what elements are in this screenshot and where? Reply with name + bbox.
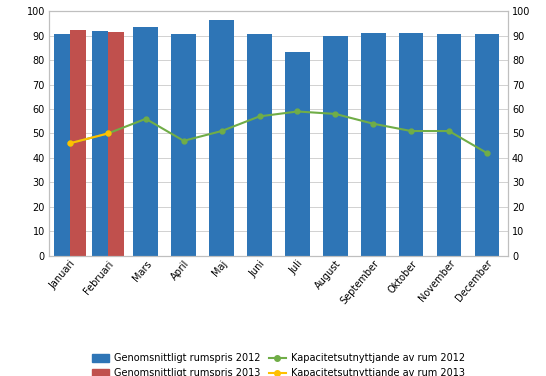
- Bar: [437, 35, 461, 256]
- Bar: [323, 36, 348, 256]
- Bar: [285, 52, 310, 256]
- Bar: [399, 33, 424, 256]
- Legend: Genomsnittligt rumspris 2012, Genomsnittligt rumspris 2013, Kapacitetsutnyttjand: Genomsnittligt rumspris 2012, Genomsnitt…: [92, 353, 465, 376]
- Bar: [92, 31, 108, 256]
- Bar: [108, 32, 124, 256]
- Bar: [70, 30, 86, 256]
- Bar: [474, 35, 499, 256]
- Bar: [133, 27, 158, 256]
- Bar: [209, 20, 234, 256]
- Bar: [171, 35, 196, 256]
- Bar: [247, 35, 272, 256]
- Bar: [54, 35, 70, 256]
- Bar: [361, 33, 385, 256]
